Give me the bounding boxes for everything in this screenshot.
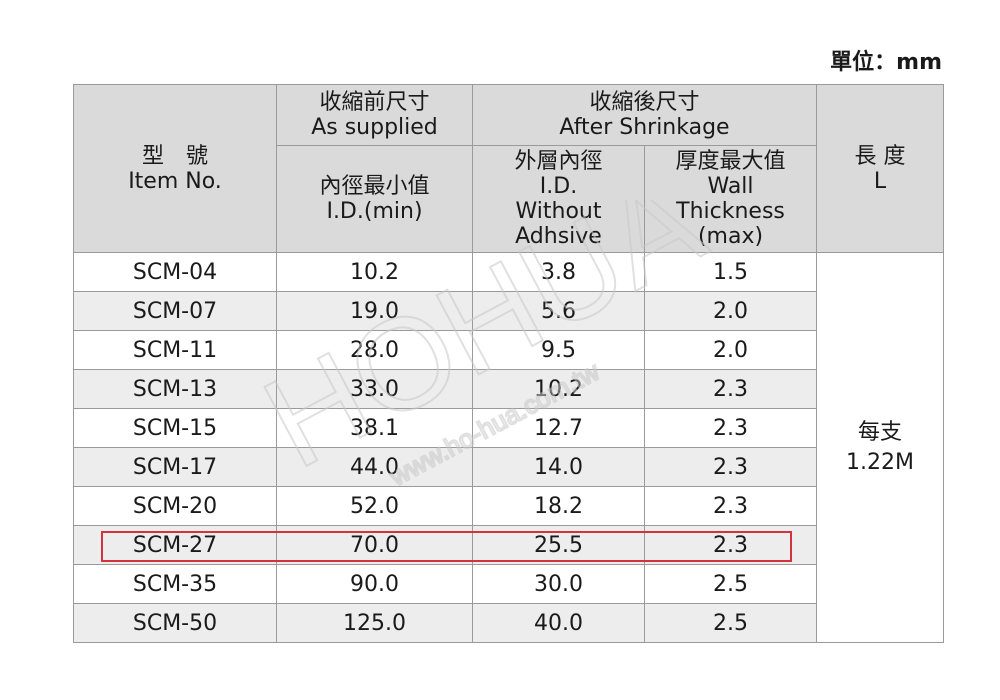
id-min-cell: 90.0 [276, 564, 473, 604]
header-id-min-zh: 內徑最小值 [319, 174, 430, 199]
id-min-cell: 44.0 [276, 447, 473, 487]
header-wall-en1: Wall [707, 174, 754, 199]
id-min-cell: 28.0 [276, 330, 473, 370]
id-min-cell: 52.0 [276, 486, 473, 526]
item-cell: SCM-35 [73, 564, 277, 604]
table-row: SCM-35 90.0 30.0 2.5 [73, 564, 944, 604]
id-without-cell: 5.6 [472, 291, 645, 331]
header-wall-zh: 厚度最大值 [675, 149, 786, 174]
wall-cell: 2.0 [643, 330, 818, 370]
header-length-zh: 長 度 [854, 143, 906, 169]
wall-cell: 2.5 [643, 564, 818, 604]
wall-cell: 2.0 [643, 291, 818, 331]
id-min-cell: 10.2 [276, 252, 473, 292]
header-after-shrinkage: 收縮後尺寸 After Shrinkage [471, 84, 818, 146]
header-id-without-en1: I.D. [539, 174, 578, 199]
table-row: SCM-50 125.0 40.0 2.5 [73, 603, 944, 643]
id-without-cell: 30.0 [472, 564, 645, 604]
id-without-cell: 12.7 [472, 408, 645, 448]
header-as-supplied-zh: 收縮前尺寸 [319, 90, 430, 115]
header-after-shrinkage-zh: 收縮後尺寸 [589, 90, 700, 115]
id-without-cell: 9.5 [472, 330, 645, 370]
id-min-cell: 125.0 [276, 603, 473, 643]
table-row: SCM-04 10.2 3.8 1.5 每支 1.22M [73, 252, 945, 643]
table-row: SCM-20 52.0 18.2 2.3 [73, 486, 944, 526]
id-without-cell: 10.2 [472, 369, 645, 409]
spec-table: 型 號 Item No. 收縮前尺寸 As supplied 收縮後尺寸 Aft… [73, 84, 945, 643]
table-row: SCM-11 28.0 9.5 2.0 [73, 330, 944, 370]
item-cell: SCM-50 [73, 603, 277, 643]
header-as-supplied: 收縮前尺寸 As supplied [276, 84, 473, 146]
id-without-cell: 3.8 [472, 252, 645, 292]
id-min-cell: 70.0 [276, 525, 473, 565]
header-id-without-en2: Without [515, 199, 602, 224]
header-item-en: Item No. [128, 168, 222, 194]
table-row: SCM-13 33.0 10.2 2.3 [73, 369, 944, 409]
header-id-min: 內徑最小值 I.D.(min) [276, 145, 473, 253]
wall-cell: 2.5 [643, 603, 818, 643]
wall-cell: 2.3 [643, 525, 818, 565]
header-length: 長 度 L [816, 84, 945, 253]
id-without-cell: 18.2 [472, 486, 645, 526]
table-row-highlighted: SCM-27 70.0 25.5 2.3 [73, 525, 944, 565]
item-cell: SCM-17 [73, 447, 277, 487]
table-row: SCM-17 44.0 14.0 2.3 [73, 447, 944, 487]
unit-label: 單位：mm [830, 50, 942, 75]
item-cell: SCM-13 [73, 369, 277, 409]
header-length-en: L [873, 168, 887, 194]
item-cell: SCM-04 [73, 252, 277, 292]
header-as-supplied-en: As supplied [311, 115, 438, 140]
id-min-cell: 33.0 [276, 369, 473, 409]
item-cell: SCM-15 [73, 408, 277, 448]
header-id-min-en: I.D.(min) [326, 199, 423, 224]
id-min-cell: 19.0 [276, 291, 473, 331]
header-after-shrinkage-en: After Shrinkage [559, 115, 730, 140]
id-without-cell: 40.0 [472, 603, 645, 643]
header-wall-en3: (max) [697, 224, 764, 249]
item-cell: SCM-27 [73, 525, 277, 565]
id-without-cell: 14.0 [472, 447, 645, 487]
wall-cell: 2.3 [643, 369, 818, 409]
header-id-without-zh: 外層內徑 [514, 149, 603, 174]
header-wall-thickness: 厚度最大值 Wall Thickness (max) [643, 145, 818, 253]
id-min-cell: 38.1 [276, 408, 473, 448]
length-zh: 每支 [858, 419, 903, 445]
length-value: 1.22M [846, 449, 914, 475]
item-cell: SCM-07 [73, 291, 277, 331]
wall-cell: 1.5 [643, 252, 818, 292]
table-row: SCM-15 38.1 12.7 2.3 [73, 408, 944, 448]
id-without-cell: 25.5 [472, 525, 645, 565]
item-cell: SCM-11 [73, 330, 277, 370]
wall-cell: 2.3 [643, 408, 818, 448]
header-item-zh: 型 號 [141, 143, 208, 169]
length-cell: 每支 1.22M [816, 252, 945, 643]
header-id-without-en3: Adhsive [515, 224, 602, 249]
header-id-without-adhesive: 外層內徑 I.D. Without Adhsive [472, 145, 645, 253]
header-item-no: 型 號 Item No. [73, 84, 277, 253]
header-wall-en2: Thickness [676, 199, 785, 224]
item-cell: SCM-20 [73, 486, 277, 526]
table-row: SCM-07 19.0 5.6 2.0 [73, 291, 944, 331]
wall-cell: 2.3 [643, 486, 818, 526]
wall-cell: 2.3 [643, 447, 818, 487]
